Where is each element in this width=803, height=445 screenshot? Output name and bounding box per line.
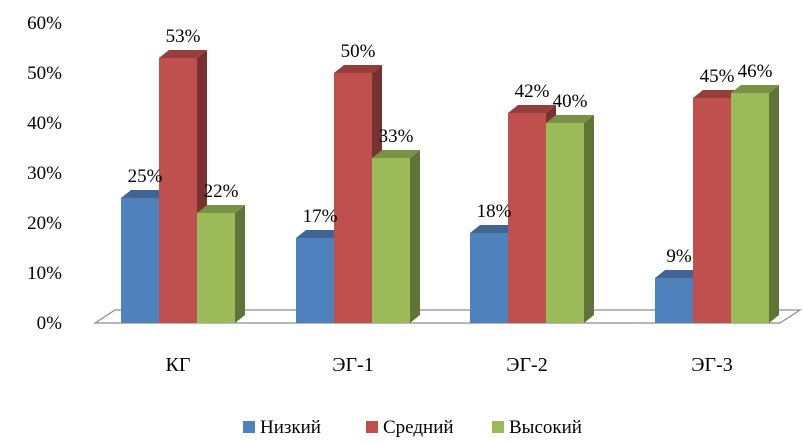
bar-front-face [334, 73, 372, 323]
bar-front-face [372, 158, 410, 323]
bar-front-face [197, 213, 235, 323]
chart-bars [121, 50, 779, 323]
bar-top-face [693, 90, 741, 98]
y-tick-label: 0% [37, 313, 63, 334]
data-label: 33% [379, 126, 414, 147]
data-label: 46% [738, 61, 773, 82]
legend: Низкий Средний Высокий [243, 417, 582, 438]
y-tick-label: 20% [27, 213, 62, 234]
legend-item: Низкий [243, 417, 321, 438]
bar-top-face [159, 50, 207, 58]
bar-front-face [121, 198, 159, 323]
data-label: 45% [700, 66, 735, 87]
legend-swatch [366, 421, 378, 433]
bar-3-3 [546, 115, 594, 323]
bar-front-face [159, 58, 197, 323]
bar-3-2 [372, 150, 420, 323]
data-label: 50% [341, 41, 376, 62]
data-label: 22% [204, 181, 239, 202]
x-category-label: ЭГ-1 [332, 354, 373, 376]
bar-front-face [693, 98, 731, 323]
legend-swatch [243, 421, 255, 433]
y-tick-label: 60% [27, 13, 62, 34]
bar-top-face [470, 225, 518, 233]
bar-top-face [372, 150, 420, 158]
x-category-label: КГ [166, 354, 191, 376]
x-category-label: ЭГ-2 [506, 354, 547, 376]
bar-front-face [296, 238, 334, 323]
chart-data-labels: 25% 53% 22% 17% 50% 33% 18% 42% 40% 9% 45% 46% [128, 26, 773, 267]
bar-top-face [121, 190, 169, 198]
data-label: 17% [303, 206, 338, 227]
data-label: 9% [666, 246, 692, 267]
y-axis-tick-labels: 0% 10% 20% 30% 40% 50% 60% [27, 13, 62, 334]
bar-top-face [546, 115, 594, 123]
bar-top-face [334, 65, 382, 73]
legend-item: Средний [366, 417, 454, 438]
bar-top-face [296, 230, 344, 238]
data-label: 18% [477, 201, 512, 222]
x-axis-category-labels: КГ ЭГ-1 ЭГ-2 ЭГ-3 [166, 354, 733, 376]
legend-label: Высокий [509, 417, 582, 438]
bar-front-face [508, 113, 546, 323]
legend-label: Низкий [260, 417, 321, 438]
data-label: 25% [128, 166, 163, 187]
data-label: 42% [515, 81, 550, 102]
bar-front-face [731, 93, 769, 323]
bar-side-face [410, 150, 420, 323]
bar-top-face [655, 270, 703, 278]
bar-side-face [235, 205, 245, 323]
legend-swatch [492, 421, 504, 433]
bar-3-4 [731, 85, 779, 323]
bar-side-face [584, 115, 594, 323]
bar-front-face [546, 123, 584, 323]
y-tick-label: 40% [27, 113, 62, 134]
y-tick-label: 50% [27, 63, 62, 84]
legend-label: Средний [383, 417, 454, 438]
y-tick-label: 10% [27, 263, 62, 284]
data-label: 53% [166, 26, 201, 47]
bar-side-face [769, 85, 779, 323]
bar-top-face [731, 85, 779, 93]
bar-3-1 [197, 205, 245, 323]
bar-top-face [508, 105, 556, 113]
x-category-label: ЭГ-3 [691, 354, 732, 376]
bar-front-face [470, 233, 508, 323]
legend-item: Высокий [492, 417, 582, 438]
bar-top-face [197, 205, 245, 213]
bar-front-face [655, 278, 693, 323]
data-label: 40% [553, 91, 588, 112]
y-tick-label: 30% [27, 163, 62, 184]
